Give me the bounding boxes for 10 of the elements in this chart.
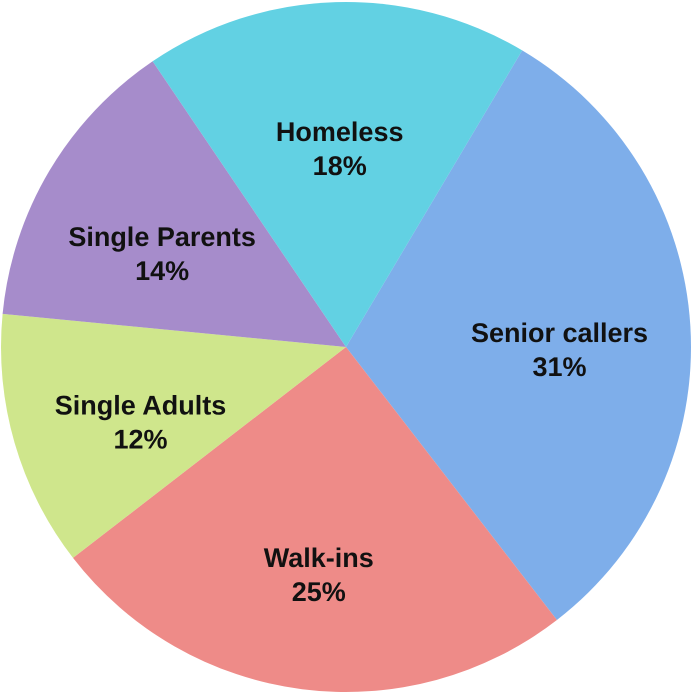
slice-label: Homeless (276, 117, 404, 148)
slice-label: Single Parents (68, 222, 256, 252)
slice-label: Walk-ins (264, 543, 374, 574)
data-label: 18% (312, 151, 367, 182)
slice-label: Senior callers (470, 318, 648, 348)
data-label: 31% (532, 352, 587, 382)
data-label: 25% (292, 577, 346, 608)
data-label: 14% (135, 256, 190, 286)
data-label: 12% (113, 424, 168, 454)
slice-label: Single Adults (54, 390, 226, 420)
